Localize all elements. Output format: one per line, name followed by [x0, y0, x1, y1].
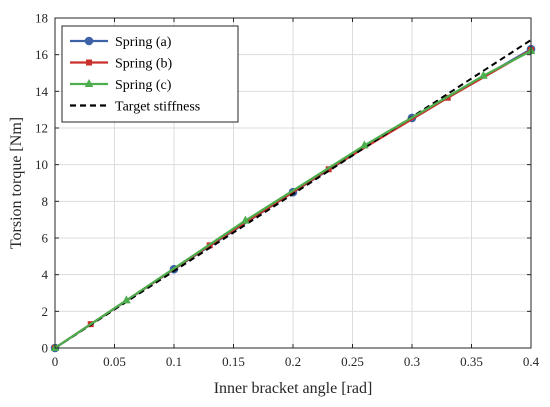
- y-tick-label: 18: [35, 11, 48, 26]
- y-tick-label: 8: [42, 194, 49, 209]
- y-tick-label: 4: [42, 267, 49, 282]
- y-tick-label: 6: [42, 231, 49, 246]
- y-tick-label: 10: [35, 157, 48, 172]
- y-tick-label: 2: [42, 304, 49, 319]
- data-point: [241, 215, 250, 224]
- y-tick-label: 12: [35, 121, 48, 136]
- data-point: [360, 140, 369, 149]
- x-tick-label: 0.1: [166, 354, 182, 369]
- x-tick-label: 0.15: [222, 354, 245, 369]
- legend-marker: [84, 79, 94, 87]
- legend-item: Spring (b): [70, 57, 173, 72]
- x-tick-label: 0: [52, 354, 59, 369]
- legend: Spring (a) Spring (b) Spring (c) Target sti…: [61, 25, 239, 123]
- y-tick-label: 0: [42, 341, 49, 356]
- data-point: [479, 70, 488, 79]
- y-axis-label: Torsion torque [Nm]: [8, 117, 25, 249]
- data-point: [122, 295, 131, 304]
- series-line: [54, 39, 532, 349]
- tick-labels: 0 0.05 0.1 0.15 0.2 0.25 0.3 0.35 0.4 0 2 4 6 8 10 12 14…: [35, 11, 540, 370]
- legend-marker: [86, 59, 92, 66]
- x-tick-label: 0.05: [103, 354, 126, 369]
- legend-item: Target stiffness: [70, 100, 200, 115]
- x-tick-label: 0.2: [285, 354, 301, 369]
- legend-item: Spring (a): [70, 35, 172, 50]
- series-layer: [50, 39, 536, 353]
- y-tick-label: 16: [35, 47, 49, 62]
- x-axis-label: Inner bracket angle [rad]: [214, 380, 373, 397]
- legend-label: Target stiffness: [115, 100, 200, 115]
- x-tick-label: 0.25: [341, 354, 364, 369]
- series-3: [54, 39, 532, 349]
- legend-marker: [84, 36, 94, 46]
- x-tick-label: 0.3: [404, 354, 420, 369]
- legend-label: Spring (b): [115, 57, 173, 72]
- legend-label: Spring (c): [115, 78, 172, 93]
- legend-item: Spring (c): [70, 78, 172, 93]
- legend-label: Spring (a): [115, 35, 172, 50]
- x-tick-label: 0.4: [523, 354, 540, 369]
- y-tick-label: 14: [35, 84, 49, 99]
- x-tick-label: 0.35: [460, 354, 483, 369]
- series-line: [54, 50, 532, 349]
